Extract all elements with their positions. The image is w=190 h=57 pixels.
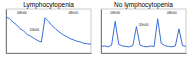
title: Lymphocytopenia (23, 1, 74, 9)
plot-frame (6, 9, 91, 53)
figure: Lymphocytopenia08h0020h0008h00No lymphoc… (0, 0, 190, 57)
x-axis (7, 53, 92, 54)
annotation: 08h00 (17, 11, 27, 15)
panel: No lymphocytopenia 08h00 20h00 08h00 (101, 1, 187, 54)
plot-frame (101, 9, 186, 53)
panel: Lymphocytopenia 08h00 20h00 08h00 (6, 1, 92, 54)
axis-line (102, 53, 187, 54)
annotation: 08h00 (110, 11, 120, 15)
annotation: 08h00 (167, 11, 177, 15)
plot-area (6, 17, 91, 44)
annotation: 08h00 (68, 11, 78, 15)
plot-area (101, 19, 186, 47)
line (6, 17, 91, 44)
axis-line (7, 53, 92, 54)
y-axis (101, 10, 102, 54)
y-axis (6, 10, 7, 54)
annotation: 20h00 (139, 23, 149, 27)
axis-line (6, 10, 7, 54)
x-axis (102, 53, 187, 54)
line (101, 19, 186, 47)
axis-line (101, 10, 102, 54)
annotation: 20h00 (29, 28, 39, 32)
title: No lymphocytopenia (114, 1, 173, 9)
